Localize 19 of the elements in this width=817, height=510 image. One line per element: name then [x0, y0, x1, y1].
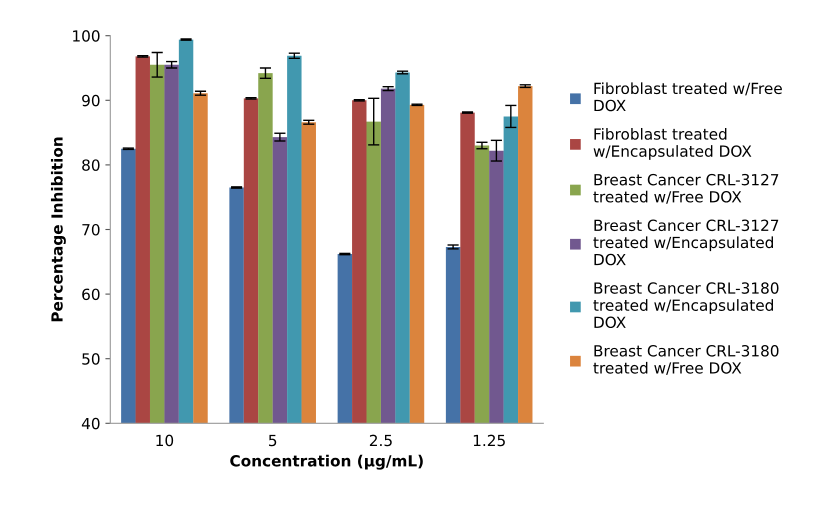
legend-label: Breast Cancer CRL-3127 treated w/Encapsulated DOX [593, 220, 778, 266]
y-tick-label: 70 [82, 224, 100, 236]
x-tick-label: 1.25 [474, 434, 505, 446]
y-tick-label: 50 [82, 353, 100, 365]
legend-label: Fibroblast treated w/Encapsulated DOX [594, 128, 752, 160]
legend-label: Breast Cancer CRL-3127 treated w/Free DOX [593, 174, 778, 204]
y-tick-label: 40 [82, 418, 100, 430]
x-tick-label: 5 [268, 434, 276, 446]
legend-label: Breast Cancer CRL-3180 treated w/Free DOX [593, 345, 779, 375]
x-tick-label: 2.5 [370, 434, 392, 446]
x-tick-label: 10 [156, 434, 174, 446]
y-tick-label: 100 [73, 30, 100, 42]
x-axis-title: Concentration (µg/mL) [230, 454, 423, 470]
legend-label: Fibroblast treated w/Free DOX [594, 82, 782, 112]
y-tick-label: 90 [82, 94, 100, 106]
legend-label: Breast Cancer CRL-3180 treated w/Encapsulated DOX [593, 282, 779, 328]
y-axis-title: Percentage Inhibition [50, 138, 66, 322]
y-tick-label: 60 [82, 288, 100, 300]
y-tick-label: 80 [82, 159, 100, 171]
